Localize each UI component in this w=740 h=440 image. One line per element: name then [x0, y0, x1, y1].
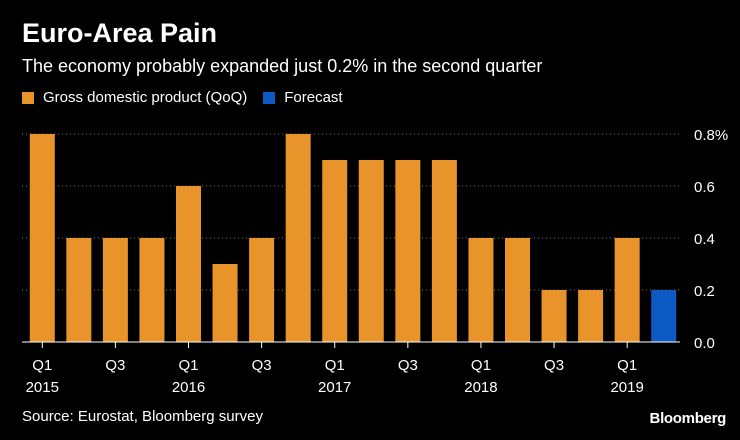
gdp-bar — [395, 160, 421, 342]
gdp-bar — [358, 160, 384, 342]
x-tick-label-year: 2018 — [464, 379, 497, 396]
x-tick-label-year: 2017 — [318, 379, 351, 396]
gdp-bar — [541, 290, 567, 342]
x-tick-label-quarter: Q1 — [325, 357, 345, 374]
gdp-bar — [66, 238, 92, 342]
x-tick-label-year: 2016 — [172, 379, 205, 396]
forecast-bar — [651, 290, 677, 342]
gdp-bar — [468, 238, 494, 342]
y-tick-label: 0.4 — [694, 231, 715, 248]
y-tick-label: 0.0 — [694, 335, 715, 352]
y-tick-label: 0.6 — [694, 179, 715, 196]
gdp-bar — [212, 264, 238, 342]
gdp-bar — [29, 134, 55, 342]
gdp-bar — [431, 160, 457, 342]
gdp-bar — [176, 186, 201, 342]
chart-subtitle: The economy probably expanded just 0.2% … — [22, 56, 543, 76]
legend-item-forecast: Forecast — [263, 89, 343, 106]
legend-swatch-forecast — [263, 91, 276, 104]
legend-item-gdp: Gross domestic product (QoQ) — [22, 89, 247, 106]
gdp-bar — [249, 238, 275, 342]
gdp-bar — [322, 160, 348, 342]
chart-title: Euro-Area Pain — [22, 18, 218, 48]
x-tick-label-quarter: Q1 — [617, 357, 637, 374]
x-tick-label-year: 2015 — [26, 379, 59, 396]
y-tick-label: 0.8% — [694, 127, 728, 144]
source-note: Source: Eurostat, Bloomberg survey — [22, 408, 263, 425]
x-tick-label-quarter: Q3 — [398, 357, 418, 374]
x-tick-label-quarter: Q1 — [471, 357, 491, 374]
gdp-bar — [614, 238, 640, 342]
x-tick-label-quarter: Q3 — [544, 357, 564, 374]
x-tick-label-quarter: Q3 — [252, 357, 272, 374]
x-tick-label-quarter: Q1 — [32, 357, 52, 374]
gdp-bar — [139, 238, 165, 342]
bloomberg-logo: Bloomberg — [649, 410, 727, 427]
y-tick-label: 0.2 — [694, 283, 715, 300]
x-tick-label-year: 2019 — [610, 379, 643, 396]
legend-label-forecast: Forecast — [284, 89, 343, 106]
x-tick-label-quarter: Q3 — [105, 357, 125, 374]
gdp-bar — [102, 238, 128, 342]
legend-swatch-gdp — [22, 91, 34, 104]
gdp-bar — [285, 134, 311, 342]
x-tick-label-quarter: Q1 — [178, 357, 198, 374]
legend: Gross domestic product (QoQ) Forecast — [22, 89, 359, 106]
gdp-bar — [578, 290, 604, 342]
legend-label-gdp: Gross domestic product (QoQ) — [43, 89, 248, 106]
gdp-bar — [505, 238, 530, 342]
